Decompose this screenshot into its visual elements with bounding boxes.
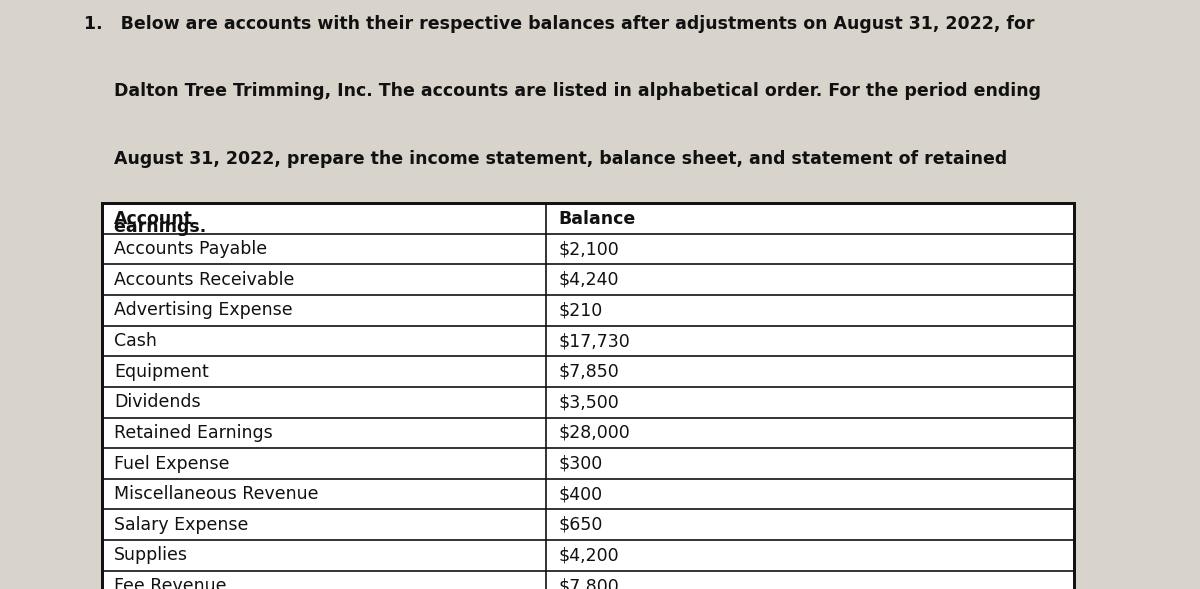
- Text: Account: Account: [114, 210, 193, 227]
- Text: Advertising Expense: Advertising Expense: [114, 302, 293, 319]
- Text: Salary Expense: Salary Expense: [114, 516, 248, 534]
- Text: $7,850: $7,850: [558, 363, 619, 380]
- Text: Cash: Cash: [114, 332, 157, 350]
- Text: $210: $210: [558, 302, 602, 319]
- Text: Dividends: Dividends: [114, 393, 200, 411]
- Text: $4,200: $4,200: [558, 547, 619, 564]
- Text: $28,000: $28,000: [558, 424, 630, 442]
- Text: Fee Revenue: Fee Revenue: [114, 577, 227, 589]
- Text: Supplies: Supplies: [114, 547, 188, 564]
- Bar: [102, 203, 1074, 589]
- Text: $400: $400: [558, 485, 602, 503]
- Text: $17,730: $17,730: [558, 332, 630, 350]
- Text: Balance: Balance: [558, 210, 635, 227]
- Text: $4,240: $4,240: [558, 271, 618, 289]
- Text: August 31, 2022, prepare the income statement, balance sheet, and statement of r: August 31, 2022, prepare the income stat…: [84, 150, 1007, 168]
- Text: Accounts Receivable: Accounts Receivable: [114, 271, 294, 289]
- Text: 1.   Below are accounts with their respective balances after adjustments on Augu: 1. Below are accounts with their respect…: [84, 15, 1034, 33]
- Text: $650: $650: [558, 516, 602, 534]
- Text: $3,500: $3,500: [558, 393, 619, 411]
- Text: Retained Earnings: Retained Earnings: [114, 424, 272, 442]
- Text: Equipment: Equipment: [114, 363, 209, 380]
- Text: Accounts Payable: Accounts Payable: [114, 240, 268, 258]
- Text: Miscellaneous Revenue: Miscellaneous Revenue: [114, 485, 318, 503]
- Text: $300: $300: [558, 455, 602, 472]
- Text: Fuel Expense: Fuel Expense: [114, 455, 229, 472]
- Text: $7,800: $7,800: [558, 577, 619, 589]
- Text: Dalton Tree Trimming, Inc. The accounts are listed in alphabetical order. For th: Dalton Tree Trimming, Inc. The accounts …: [84, 82, 1042, 101]
- Text: $2,100: $2,100: [558, 240, 619, 258]
- Text: earnings.: earnings.: [84, 218, 206, 236]
